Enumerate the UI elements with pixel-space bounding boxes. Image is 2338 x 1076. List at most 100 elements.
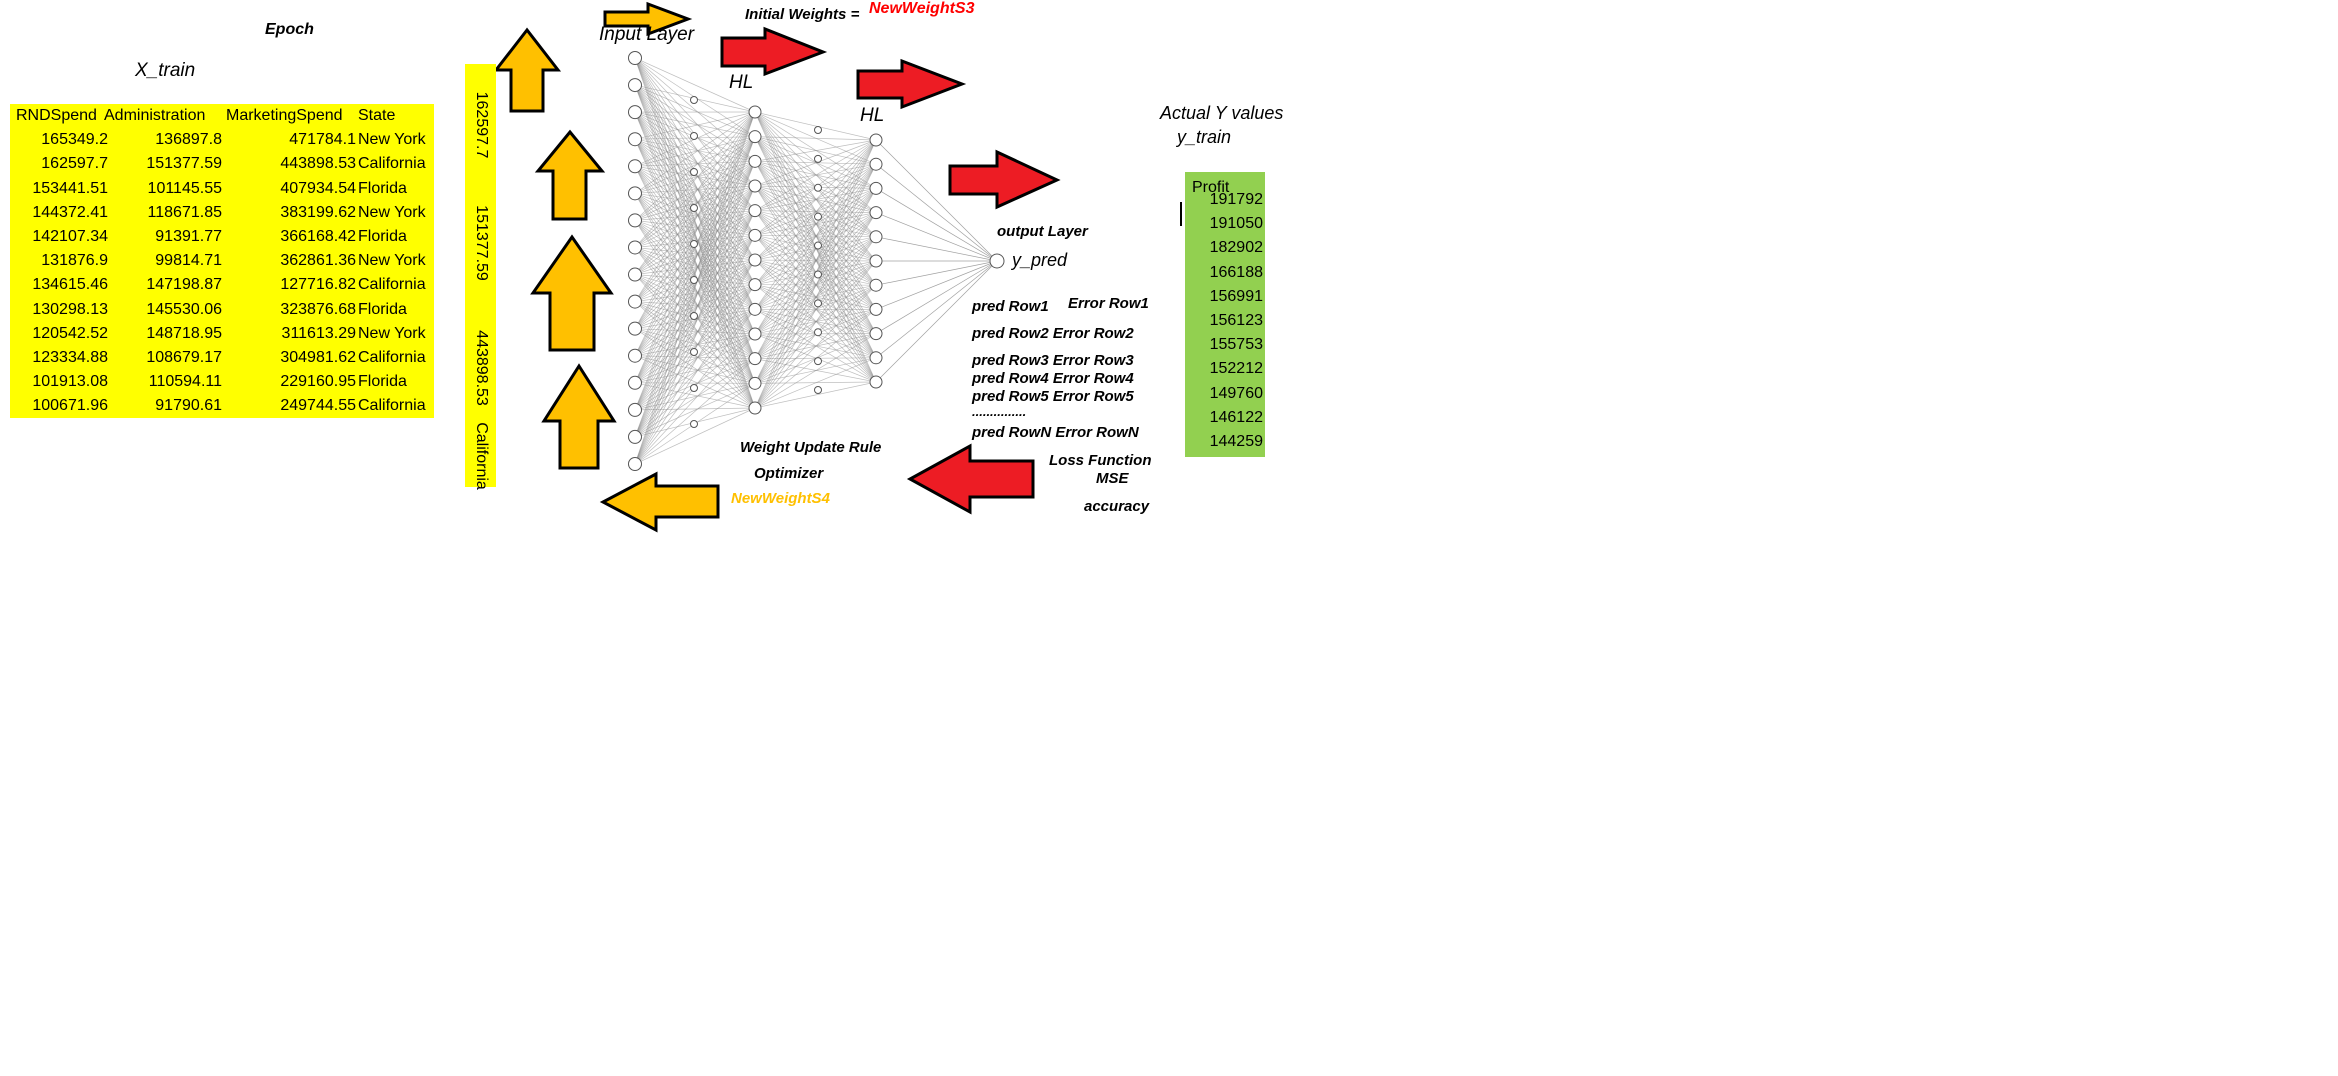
connection — [634, 284, 756, 438]
hidden-node — [748, 278, 762, 292]
connection — [634, 259, 756, 465]
x-train-row: 101913.08 110594.11 229160.95 Florida — [10, 370, 434, 394]
connection — [634, 328, 756, 360]
forward-arrow-1 — [720, 26, 828, 77]
connection — [634, 185, 756, 329]
hidden-node — [748, 154, 762, 168]
x-train-row: 134615.46 147198.87 127716.82 California — [10, 273, 434, 297]
faint-node — [690, 168, 698, 176]
table-cell: 130298.13 — [32, 300, 108, 318]
table-cell: Florida — [358, 179, 407, 197]
connection — [634, 185, 756, 438]
table-cell: 100671.96 — [32, 397, 108, 415]
x-train-row: 142107.34 91391.77 366168.42 Florida — [10, 225, 434, 249]
connection — [634, 136, 756, 383]
connection — [634, 136, 756, 248]
connection — [634, 84, 756, 310]
connection — [634, 111, 756, 248]
connection — [634, 309, 756, 438]
hidden-node — [869, 157, 883, 171]
input-row-value: California — [473, 422, 490, 490]
connection — [875, 139, 998, 262]
hidden-node — [869, 302, 883, 316]
connection — [634, 111, 756, 356]
connection — [634, 136, 756, 411]
table-cell: 144372.41 — [32, 203, 108, 221]
connection — [634, 284, 756, 465]
connection — [634, 111, 756, 438]
connection — [634, 235, 756, 356]
table-cell: 145530.06 — [146, 300, 222, 318]
hidden-node — [869, 206, 883, 220]
x-train-row: 123334.88 108679.17 304981.62 California — [10, 346, 434, 370]
connection — [754, 136, 877, 141]
table-cell: New York — [358, 131, 426, 149]
profit-value: 155753 — [1209, 336, 1263, 354]
feed-up-arrow-2 — [534, 129, 606, 221]
connection — [634, 407, 756, 411]
table-cell: Florida — [358, 373, 407, 391]
x-train-row: 153441.51 101145.55 407934.54 Florida — [10, 177, 434, 201]
table-cell: 101145.55 — [147, 179, 222, 197]
connection — [634, 185, 756, 411]
table-cell: 148718.95 — [146, 324, 222, 342]
connection — [634, 247, 756, 261]
connection — [634, 235, 756, 438]
table-cell: 366168.42 — [280, 227, 356, 245]
table-cell: 99814.71 — [155, 252, 222, 270]
connection — [634, 111, 756, 410]
connection — [634, 284, 756, 302]
connection — [634, 358, 756, 384]
hidden-node — [869, 327, 883, 341]
error-row-1: Error Row1 — [1068, 295, 1149, 312]
connection — [634, 57, 756, 113]
table-cell: 91790.61 — [155, 397, 222, 415]
faint-node — [814, 183, 822, 192]
hidden-node — [869, 375, 883, 389]
table-cell: 165349.2 — [41, 131, 108, 149]
initial-weights-label: Initial Weights = — [745, 6, 860, 23]
faint-node — [814, 386, 822, 394]
connection — [634, 111, 756, 359]
connection — [875, 212, 998, 262]
hidden-node — [748, 401, 762, 415]
table-cell: 147198.87 — [146, 276, 222, 294]
connection — [634, 161, 756, 383]
connection — [634, 111, 756, 335]
connection — [634, 301, 756, 310]
y-train-profit-table: Profit 191792 191050 182902 166188 156991 156… — [1185, 172, 1265, 457]
faint-node — [690, 204, 698, 212]
connection — [634, 358, 756, 438]
input-node — [628, 402, 642, 417]
table-cell: New York — [358, 203, 426, 221]
profit-value: 144259 — [1209, 433, 1263, 450]
input-row-value: 443898.53 — [473, 330, 490, 406]
connection — [634, 161, 756, 438]
profit-value: 146122 — [1209, 408, 1263, 426]
new-weight-s3-label: NewWeightS3 — [869, 0, 975, 17]
x-train-header-row: RNDSpend Administration MarketingSpend S… — [10, 104, 434, 128]
input-node — [628, 294, 642, 309]
connection — [634, 333, 756, 465]
connection — [634, 161, 756, 275]
feed-up-arrow-1 — [492, 27, 562, 113]
connection — [634, 333, 756, 357]
connection — [634, 166, 756, 359]
faint-node — [690, 348, 698, 356]
table-cell: Florida — [358, 300, 407, 318]
profit-value: 156991 — [1209, 287, 1263, 305]
hidden-node — [748, 204, 762, 218]
table-cell: 162597.7 — [41, 155, 108, 173]
connection — [634, 136, 756, 167]
connection — [634, 259, 756, 329]
output-layer-label: output Layer — [997, 223, 1088, 240]
faint-node — [690, 240, 698, 248]
connection — [634, 235, 756, 302]
forward-arrow-2 — [856, 58, 967, 110]
table-cell: 123334.88 — [32, 348, 108, 366]
input-node — [628, 321, 642, 336]
network-nodes — [628, 51, 1005, 471]
new-weights-arrow — [599, 471, 720, 533]
x-train-row: 131876.9 99814.71 362861.36 New York — [10, 249, 434, 273]
